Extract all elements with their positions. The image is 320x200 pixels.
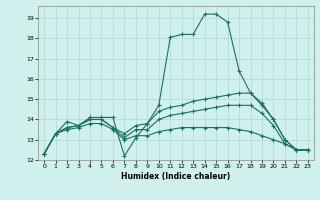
X-axis label: Humidex (Indice chaleur): Humidex (Indice chaleur) xyxy=(121,172,231,181)
